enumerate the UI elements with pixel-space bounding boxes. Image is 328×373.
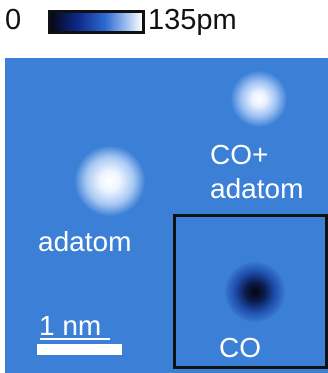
co-inset-frame [173,214,328,369]
co-adatom-label-line1: CO+ [210,139,269,170]
co-adatom-label-line2: adatom [210,173,304,204]
co-adatom-spot [231,71,287,127]
colorbar-legend: 0 135pm [0,0,328,48]
stm-image: CO+ adatom adatom CO 1 nm [5,58,328,373]
colorbar-min-label: 0 [5,4,22,36]
colorbar-max-label: 135pm [148,4,237,36]
co-label: CO [219,332,261,363]
scale-label-underline [40,338,110,340]
colorbar-gradient [48,10,145,34]
scale-bar [37,344,122,355]
co-spot [225,262,285,322]
adatom-label: adatom [38,226,132,257]
scale-bar-label: 1 nm [39,310,102,341]
adatom-spot [75,146,145,216]
